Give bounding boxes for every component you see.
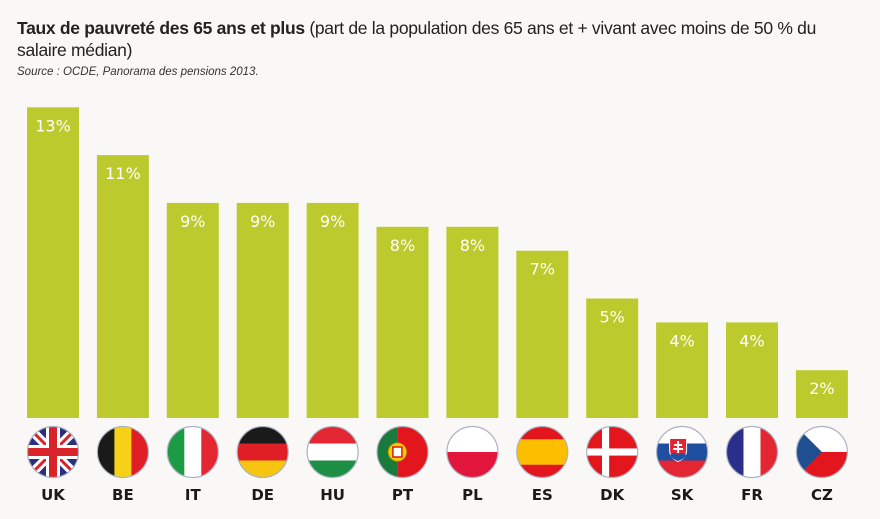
bar-fr [726, 322, 778, 418]
value-label-pl: 8% [460, 236, 485, 255]
value-label-es: 7% [530, 260, 555, 279]
flag-border [446, 425, 499, 479]
category-label-sk: SK [671, 486, 695, 504]
denmark-flag-icon [586, 426, 638, 478]
bar-uk [27, 107, 79, 419]
category-label-uk: UK [41, 486, 66, 504]
flag-border [376, 425, 429, 479]
bar-dk [586, 298, 639, 418]
chart-title-rest: (part de la population des 65 ans et + v… [17, 18, 817, 60]
value-label-de: 9% [250, 212, 275, 231]
value-label-hu: 9% [320, 212, 345, 231]
flag-border [26, 425, 80, 479]
bar-es [516, 250, 569, 418]
category-label-pl: PL [462, 486, 483, 504]
bar-hu [306, 202, 359, 418]
category-label-hu: HU [320, 486, 345, 504]
category-label-cz: CZ [811, 486, 833, 504]
bar-de [236, 202, 289, 418]
germany-flag-icon [237, 426, 289, 478]
category-label-it: IT [185, 486, 202, 504]
bar-pt [376, 226, 429, 418]
value-label-pt: 8% [390, 236, 415, 255]
spain-flag-icon [516, 426, 568, 478]
italy-flag-icon [167, 426, 219, 478]
flag-border [516, 425, 569, 479]
flag-border [725, 425, 779, 479]
value-label-it: 9% [180, 212, 205, 231]
hungary-flag-icon [307, 426, 359, 478]
category-label-dk: DK [600, 486, 625, 504]
bar-pl [446, 226, 499, 418]
chart-title: Taux de pauvreté des 65 ans et plus (par… [17, 17, 867, 61]
value-label-cz: 2% [809, 379, 834, 398]
bar-cz [795, 370, 848, 418]
flag-border [166, 425, 219, 479]
flag-border [586, 425, 639, 479]
bar-be [96, 155, 149, 418]
flag-border [795, 425, 849, 479]
value-label-sk: 4% [669, 331, 694, 350]
category-label-es: ES [532, 486, 553, 504]
category-label-be: BE [112, 486, 134, 504]
category-label-fr: FR [741, 486, 763, 504]
category-label-pt: PT [392, 486, 414, 504]
france-flag-icon [726, 426, 778, 478]
uk-flag-icon [27, 426, 79, 478]
value-label-dk: 5% [600, 308, 625, 327]
bar-it [166, 202, 219, 418]
chart-source: Source : OCDE, Panorama des pensions 201… [17, 66, 259, 78]
flag-border [96, 425, 150, 479]
flag-border [655, 425, 709, 479]
category-label-de: DE [251, 486, 274, 504]
value-label-be: 11% [105, 164, 141, 183]
flag-border [236, 425, 289, 479]
flag-border [306, 425, 359, 479]
value-label-uk: 13% [35, 116, 71, 135]
belgium-flag-icon [97, 426, 149, 478]
slovakia-flag-icon [656, 426, 708, 478]
chart-title-bold: Taux de pauvreté des 65 ans et plus [17, 18, 305, 38]
value-label-fr: 4% [739, 331, 764, 350]
bar-sk [656, 322, 709, 418]
